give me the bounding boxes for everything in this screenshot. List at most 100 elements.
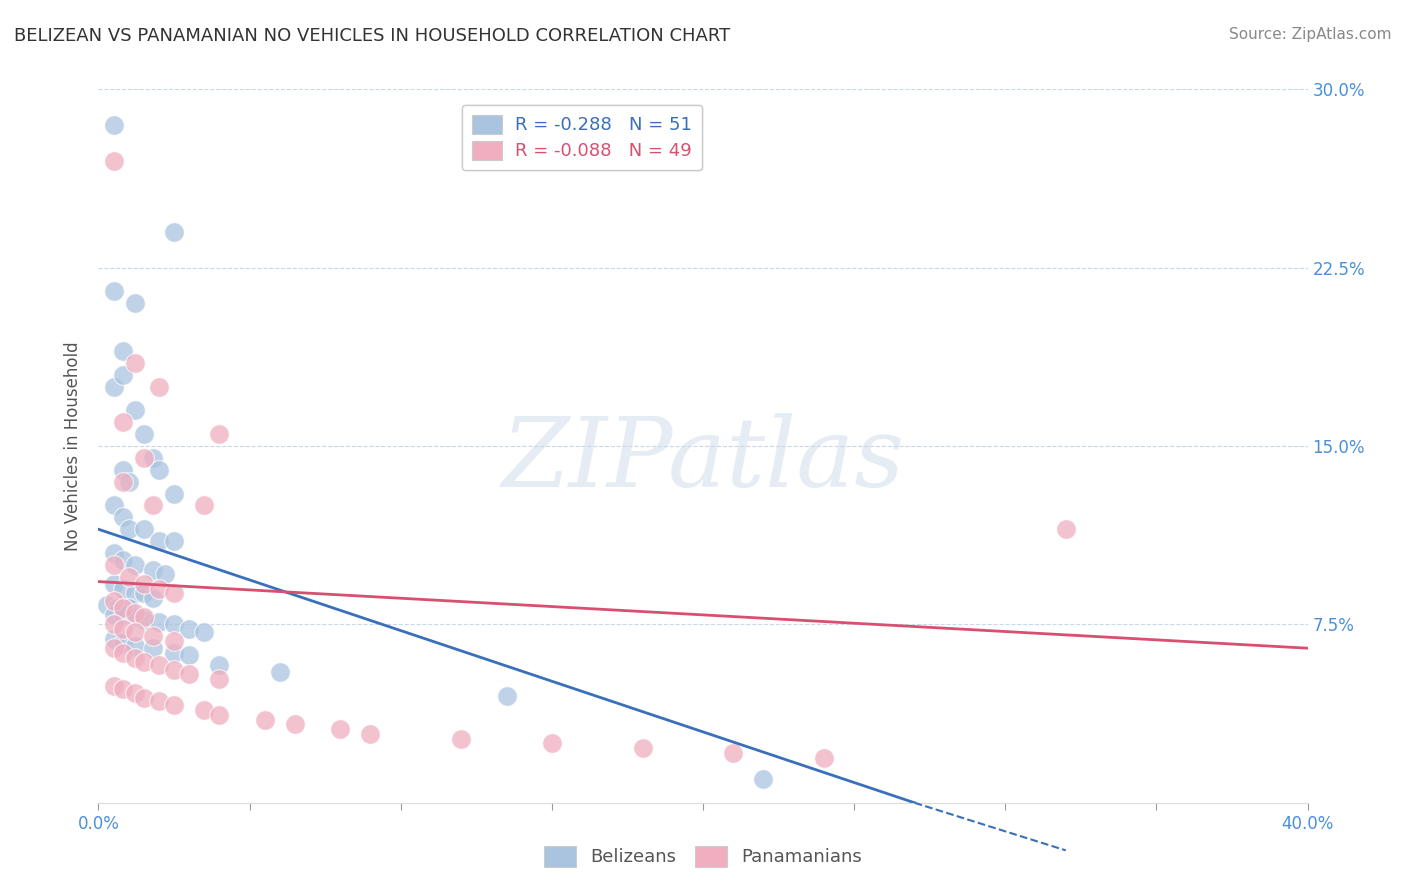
Point bbox=[103, 607, 125, 622]
Point bbox=[163, 486, 186, 500]
Point bbox=[111, 510, 134, 524]
Text: Source: ZipAtlas.com: Source: ZipAtlas.com bbox=[1229, 27, 1392, 42]
Point bbox=[163, 586, 186, 600]
Point bbox=[111, 622, 134, 636]
Point bbox=[132, 610, 155, 624]
Point bbox=[124, 610, 146, 624]
Point bbox=[193, 499, 215, 513]
Point bbox=[163, 534, 186, 549]
Point bbox=[103, 546, 125, 560]
Point bbox=[495, 689, 517, 703]
Point bbox=[124, 624, 146, 639]
Point bbox=[111, 646, 134, 660]
Point bbox=[111, 582, 134, 596]
Legend: R = -0.288   N = 51, R = -0.088   N = 49: R = -0.288 N = 51, R = -0.088 N = 49 bbox=[463, 104, 702, 169]
Point bbox=[813, 750, 835, 764]
Point bbox=[329, 722, 352, 736]
Point bbox=[132, 427, 155, 442]
Point bbox=[103, 593, 125, 607]
Point bbox=[163, 617, 186, 632]
Point bbox=[124, 686, 146, 700]
Point bbox=[103, 379, 125, 393]
Point bbox=[103, 499, 125, 513]
Point bbox=[111, 600, 134, 615]
Point bbox=[269, 665, 291, 679]
Point bbox=[103, 577, 125, 591]
Point bbox=[148, 463, 170, 477]
Point bbox=[111, 681, 134, 696]
Point bbox=[163, 663, 186, 677]
Point bbox=[142, 563, 165, 577]
Point bbox=[208, 657, 231, 672]
Point bbox=[163, 225, 186, 239]
Point bbox=[148, 534, 170, 549]
Point bbox=[142, 450, 165, 465]
Point bbox=[103, 558, 125, 572]
Point bbox=[124, 586, 146, 600]
Point bbox=[118, 475, 141, 489]
Point bbox=[118, 570, 141, 584]
Point bbox=[132, 613, 155, 627]
Point bbox=[208, 427, 231, 442]
Point bbox=[752, 772, 775, 786]
Point bbox=[105, 600, 128, 615]
Legend: Belizeans, Panamanians: Belizeans, Panamanians bbox=[537, 838, 869, 874]
Point bbox=[111, 636, 134, 650]
Point bbox=[132, 656, 155, 670]
Point bbox=[111, 475, 134, 489]
Point bbox=[118, 600, 141, 615]
Point bbox=[142, 591, 165, 606]
Point bbox=[148, 615, 170, 629]
Point bbox=[153, 567, 176, 582]
Point bbox=[148, 582, 170, 596]
Point bbox=[111, 463, 134, 477]
Point bbox=[124, 296, 146, 310]
Point bbox=[631, 741, 654, 756]
Point bbox=[142, 641, 165, 656]
Point bbox=[111, 368, 134, 382]
Point bbox=[124, 639, 146, 653]
Point bbox=[540, 736, 562, 750]
Point bbox=[103, 679, 125, 693]
Point bbox=[193, 624, 215, 639]
Point bbox=[111, 553, 134, 567]
Point bbox=[124, 606, 146, 620]
Point bbox=[111, 343, 134, 358]
Point bbox=[142, 499, 165, 513]
Point bbox=[360, 727, 382, 741]
Point bbox=[124, 558, 146, 572]
Point bbox=[179, 667, 201, 681]
Point bbox=[132, 522, 155, 536]
Point bbox=[142, 629, 165, 643]
Point bbox=[103, 641, 125, 656]
Point bbox=[1054, 522, 1077, 536]
Point bbox=[132, 691, 155, 706]
Text: BELIZEAN VS PANAMANIAN NO VEHICLES IN HOUSEHOLD CORRELATION CHART: BELIZEAN VS PANAMANIAN NO VEHICLES IN HO… bbox=[14, 27, 730, 45]
Point bbox=[208, 672, 231, 686]
Point bbox=[96, 599, 118, 613]
Point bbox=[118, 522, 141, 536]
Point bbox=[132, 586, 155, 600]
Point bbox=[111, 415, 134, 429]
Point bbox=[132, 450, 155, 465]
Point bbox=[723, 746, 745, 760]
Point bbox=[163, 698, 186, 713]
Point bbox=[450, 731, 472, 746]
Y-axis label: No Vehicles in Household: No Vehicles in Household bbox=[65, 341, 83, 551]
Point bbox=[132, 577, 155, 591]
Point bbox=[103, 617, 125, 632]
Point bbox=[179, 622, 201, 636]
Point bbox=[148, 693, 170, 707]
Point bbox=[124, 356, 146, 370]
Point bbox=[163, 634, 186, 648]
Point bbox=[284, 717, 307, 731]
Text: ZIPatlas: ZIPatlas bbox=[502, 413, 904, 508]
Point bbox=[103, 153, 125, 168]
Point bbox=[148, 657, 170, 672]
Point bbox=[193, 703, 215, 717]
Point bbox=[163, 646, 186, 660]
Point bbox=[179, 648, 201, 663]
Point bbox=[124, 650, 146, 665]
Point bbox=[208, 707, 231, 722]
Point bbox=[148, 379, 170, 393]
